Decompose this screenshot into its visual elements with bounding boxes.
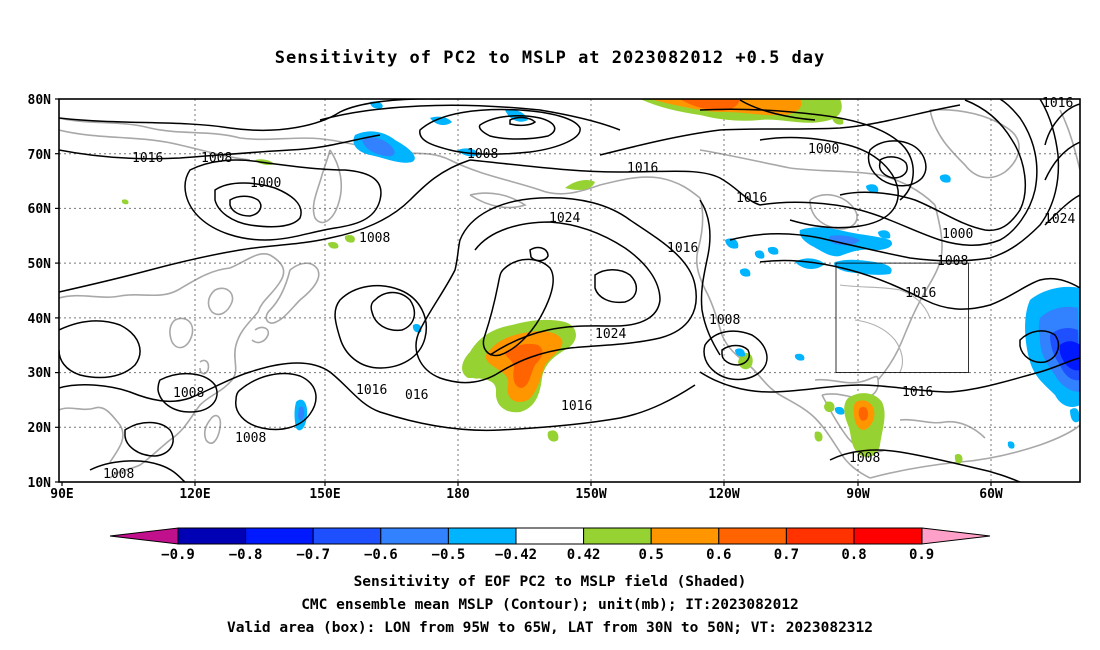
- colorbar-label: −0.5: [432, 547, 466, 563]
- colorbar-label: 0.9: [909, 547, 934, 563]
- colorbar-box: [718, 527, 787, 545]
- colorbar-label: 0.42: [567, 547, 601, 563]
- colorbar-box: [853, 527, 923, 545]
- lat-label: 80N: [28, 93, 52, 108]
- lon-label: 90E: [50, 487, 73, 502]
- colorbar-box: [447, 527, 517, 545]
- colorbar-labels: −0.9 −0.8 −0.7 −0.6 −0.5 −0.42 0.42 0.5 0.6 0.7 0.…: [161, 547, 934, 563]
- lat-label: 20N: [28, 421, 52, 436]
- contour-label: 1008: [937, 254, 968, 269]
- contour-label: 1000: [250, 176, 281, 191]
- colorbar-box: [380, 527, 449, 545]
- contour-label: 1016: [627, 161, 658, 176]
- contour-label: 1016: [1042, 96, 1073, 111]
- contour-label: 1000: [942, 227, 973, 242]
- contour-label: 1008: [359, 231, 390, 246]
- longitude-labels: 90E 120E 150E 180 150W 120W 90W 60W: [50, 487, 1003, 502]
- lon-label: 120E: [179, 487, 210, 502]
- lat-label: 40N: [28, 312, 52, 327]
- plot-frame: [58, 98, 1081, 483]
- colorbar-label: 0.6: [706, 547, 731, 563]
- valid-area-box: [835, 262, 969, 374]
- lat-label: 30N: [28, 366, 52, 381]
- borders: [839, 284, 931, 373]
- colorbar-label: −0.9: [161, 547, 195, 563]
- contour-label: 1008: [849, 451, 880, 466]
- lat-label: 70N: [28, 148, 52, 163]
- colorbar-label: −0.7: [296, 547, 330, 563]
- contour-label: 1016: [561, 399, 592, 414]
- lat-label: 10N: [28, 476, 52, 491]
- lon-label: 150W: [575, 487, 606, 502]
- contour-label: 1008: [709, 313, 740, 328]
- colorbar-label: −0.6: [364, 547, 398, 563]
- colorbar-box: [515, 527, 585, 545]
- colorbar-low-arrow: [109, 527, 179, 545]
- contour-label: 1016: [132, 151, 163, 166]
- contour-label: 1024: [1044, 212, 1075, 227]
- caption-valid-area: Valid area (box): LON from 95W to 65W, L…: [226, 620, 873, 636]
- colorbar-boxes: [177, 527, 923, 545]
- lon-label: 90W: [846, 487, 870, 502]
- contour-label: 1016: [902, 385, 933, 400]
- map-title: Sensitivity of PC2 to MSLP at 2023082012…: [274, 48, 826, 68]
- colorbar-label: 0.7: [774, 547, 799, 563]
- lon-label: 120W: [708, 487, 739, 502]
- contour-label: 1016: [667, 241, 698, 256]
- lat-label: 60N: [28, 202, 52, 217]
- contour-label: 1008: [201, 151, 232, 166]
- latitude-labels: 80N 70N 60N 50N 40N 30N 20N 10N: [28, 93, 52, 491]
- contour-label: 1024: [595, 327, 626, 342]
- lon-label: 180: [446, 487, 470, 502]
- contour-label: 1008: [103, 467, 134, 482]
- colorbar-box: [650, 527, 720, 545]
- lat-label: 50N: [28, 257, 52, 272]
- caption-shaded: Sensitivity of EOF PC2 to MSLP field (Sh…: [353, 574, 747, 590]
- colorbar-box: [583, 527, 652, 545]
- colorbar: −0.9 −0.8 −0.7 −0.6 −0.5 −0.42 0.42 0.5 0.6 0.7 0.…: [109, 527, 991, 563]
- contour-label: 1008: [173, 386, 204, 401]
- colorbar-high-arrow: [921, 527, 991, 545]
- colorbar-box: [177, 527, 247, 545]
- colorbar-label: 0.8: [841, 547, 866, 563]
- contour-label: 1016: [356, 383, 387, 398]
- mslp-contours: [59, 99, 1080, 482]
- contour-label: 1016: [905, 286, 936, 301]
- contour-label: 1000: [808, 142, 839, 157]
- contour-label: 1008: [235, 431, 266, 446]
- caption-contour: CMC ensemble mean MSLP (Contour); unit(m…: [301, 597, 799, 613]
- colorbar-box: [245, 527, 314, 545]
- colorbar-box: [312, 527, 382, 545]
- contour-label: 1008: [467, 147, 498, 162]
- axis-ticks: [55, 98, 992, 486]
- colorbar-label: 0.5: [639, 547, 664, 563]
- contour-label: 016: [405, 388, 428, 403]
- lon-label: 60W: [979, 487, 1003, 502]
- colorbar-label: −0.42: [495, 547, 537, 563]
- contour-labels: 1016 1008 1000 1008 1008 1016 1024 1016 …: [103, 96, 1075, 482]
- contour-label: 1016: [736, 191, 767, 206]
- contour-label: 1024: [549, 211, 580, 226]
- lon-label: 150E: [309, 487, 340, 502]
- colorbar-box: [785, 527, 855, 545]
- colorbar-label: −0.8: [229, 547, 263, 563]
